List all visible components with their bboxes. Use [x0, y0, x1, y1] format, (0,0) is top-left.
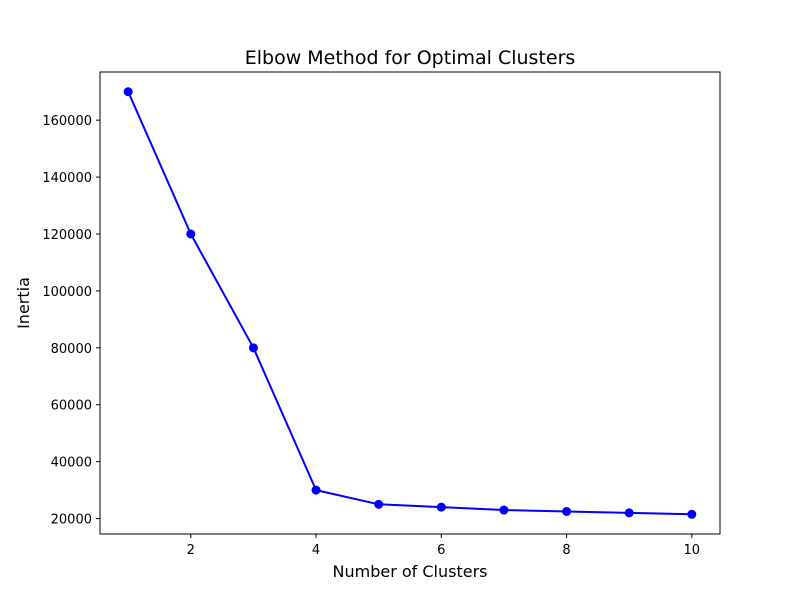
y-axis: 20000 40000 60000 80000 100000 120000 140000 16… — [42, 114, 100, 528]
x-tick-label: 4 — [312, 543, 320, 558]
x-axis-label: Number of Clusters — [333, 562, 488, 581]
data-point — [248, 343, 258, 353]
plot-area — [99, 71, 721, 535]
y-tick-label: 20000 — [51, 513, 92, 528]
data-point — [499, 505, 509, 515]
series-layer — [123, 87, 697, 519]
x-tick-label: 8 — [562, 543, 570, 558]
data-point — [186, 229, 196, 239]
data-point — [374, 499, 384, 509]
x-axis: 2 4 6 8 10 — [187, 534, 700, 558]
data-point — [436, 502, 446, 512]
y-axis-label: Inertia — [14, 277, 33, 329]
x-tick-label: 2 — [187, 543, 195, 558]
data-point — [562, 506, 572, 516]
x-tick-label: 10 — [684, 543, 701, 558]
y-tick-label: 120000 — [42, 228, 92, 243]
data-point — [687, 509, 697, 519]
y-tick-label: 140000 — [42, 171, 92, 186]
data-point — [311, 485, 321, 495]
y-tick-label: 100000 — [42, 285, 92, 300]
y-tick-label: 40000 — [51, 456, 92, 471]
chart-title: Elbow Method for Optimal Clusters — [245, 47, 576, 69]
data-point — [123, 87, 133, 97]
y-tick-label: 160000 — [42, 114, 92, 129]
x-tick-label: 6 — [437, 543, 445, 558]
y-tick-label: 80000 — [51, 342, 92, 357]
data-point — [624, 508, 634, 518]
y-tick-label: 60000 — [51, 399, 92, 414]
series-line — [127, 91, 692, 516]
